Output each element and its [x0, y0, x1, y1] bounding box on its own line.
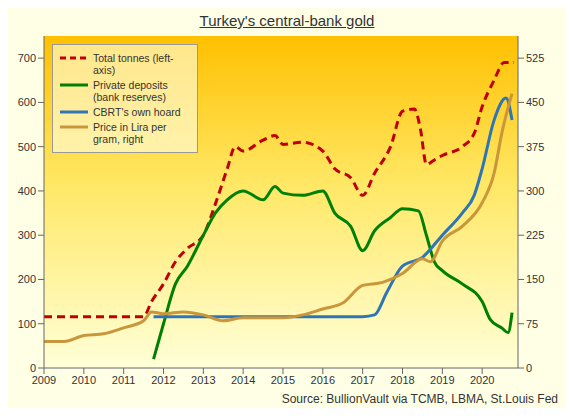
svg-text:0: 0 — [30, 362, 36, 374]
html-text:Source: BullionVault via TCMB,: Source: BullionVault via TCMB, LBMA, St.… — [281, 392, 558, 406]
svg-text:2010: 2010 — [72, 374, 96, 386]
svg-text:525: 525 — [526, 52, 544, 64]
html-text:Turkey's central-bank gold: Turkey's central-bank gold — [199, 12, 375, 29]
svg-text:600: 600 — [18, 96, 36, 108]
svg-text:150: 150 — [526, 273, 544, 285]
svg-text:225: 225 — [526, 229, 544, 241]
svg-text:2014: 2014 — [231, 374, 255, 386]
html-text:CBRT's own hoard: CBRT's own hoard — [93, 106, 181, 118]
html-text:Total tonnes (left-axis): Total tonnes (left-axis) — [93, 52, 174, 76]
html-text:Price in Lira per gram, right: Price in Lira per gram, right — [93, 121, 167, 145]
svg-text:2020: 2020 — [470, 374, 494, 386]
html-text:Private deposits (bank reserve: Private deposits (bank reserves) — [93, 79, 168, 103]
svg-text:2019: 2019 — [430, 374, 454, 386]
svg-text:200: 200 — [18, 273, 36, 285]
svg-text:2016: 2016 — [311, 374, 335, 386]
svg-text:75: 75 — [526, 318, 538, 330]
svg-text:2013: 2013 — [191, 374, 215, 386]
svg-text:500: 500 — [18, 141, 36, 153]
svg-text:2009: 2009 — [32, 374, 56, 386]
svg-text:2017: 2017 — [350, 374, 374, 386]
svg-text:2012: 2012 — [151, 374, 175, 386]
svg-text:2018: 2018 — [390, 374, 414, 386]
svg-text:450: 450 — [526, 96, 544, 108]
svg-text:0: 0 — [526, 362, 532, 374]
svg-text:2015: 2015 — [271, 374, 295, 386]
svg-text:2011: 2011 — [112, 374, 136, 386]
svg-text:300: 300 — [18, 229, 36, 241]
svg-text:375: 375 — [526, 141, 544, 153]
svg-text:700: 700 — [18, 52, 36, 64]
svg-text:100: 100 — [18, 318, 36, 330]
svg-text:300: 300 — [526, 185, 544, 197]
svg-text:400: 400 — [18, 185, 36, 197]
